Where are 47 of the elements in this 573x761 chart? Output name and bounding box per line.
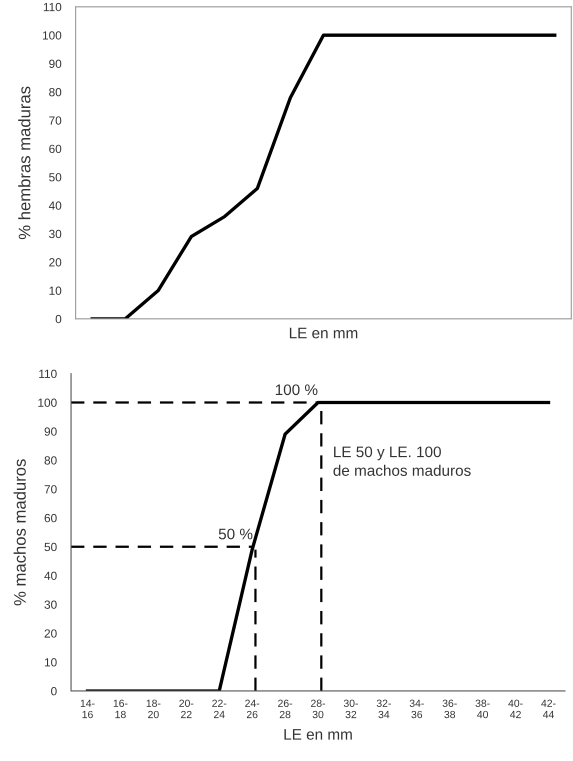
y-tick-label: 40 [48, 201, 62, 210]
y-tick-label: 40 [44, 572, 57, 580]
y-tick-label: 0 [56, 314, 62, 324]
y-axis-title: % hembras maduras [18, 86, 30, 240]
x-tick-label: 42- 44 [541, 700, 556, 718]
ref-line-label: 100 % [276, 384, 318, 396]
y-tick-label: 110 [44, 2, 62, 12]
y-tick-label: 90 [44, 427, 57, 436]
x-tick-label: 30- 32 [344, 700, 358, 718]
y-tick-label: 30 [49, 230, 62, 238]
y-tick-label: 20 [44, 629, 57, 638]
x-tick-label: 16- 18 [114, 700, 128, 718]
y-tick-label: 70 [44, 485, 57, 494]
x-tick-label: 32- 34 [376, 700, 391, 718]
x-tick-label: 28- 30 [311, 700, 326, 718]
y-tick-label: 100 [38, 398, 57, 407]
y-tick-label: 80 [44, 456, 57, 465]
y-tick-label: 10 [50, 286, 62, 295]
x-tick-label: 22- 24 [212, 700, 226, 718]
y-tick-label: 30 [44, 600, 57, 609]
y-axis-title: % machos maduros [14, 459, 26, 606]
y-tick-label: 50 [44, 542, 57, 552]
x-tick-label: 38- 40 [476, 700, 490, 718]
y-tick-label: 50 [49, 173, 62, 182]
y-tick-label: 10 [44, 658, 57, 667]
x-tick-label: 34- 36 [410, 700, 424, 718]
line-series [90, 34, 556, 319]
y-tick-label: 70 [49, 116, 62, 125]
x-tick-label: 26- 28 [278, 700, 292, 718]
y-tick-label: 90 [49, 60, 62, 68]
ref-line-label: 50 % [218, 528, 252, 540]
y-tick-label: 0 [51, 687, 57, 696]
x-tick-label: 18- 20 [146, 700, 160, 718]
x-tick-label: 20- 22 [179, 700, 194, 718]
y-tick-label: 60 [44, 514, 57, 522]
y-tick-label: 110 [39, 370, 57, 378]
x-tick-label: 14- 16 [80, 700, 95, 718]
annotation: LE 50 y LE. 100 de machos maduros [333, 446, 471, 476]
x-tick-label: 36- 38 [442, 700, 457, 718]
y-tick-label: 60 [49, 144, 62, 154]
x-axis-title: LE en mm [290, 328, 358, 338]
y-tick-label: 100 [42, 31, 62, 40]
x-tick-label: 40- 42 [508, 700, 523, 718]
x-axis-title: LE en mm [284, 729, 352, 740]
y-tick-label: 80 [49, 88, 62, 96]
y-tick-label: 20 [49, 258, 62, 267]
x-tick-label: 24- 26 [245, 700, 260, 718]
